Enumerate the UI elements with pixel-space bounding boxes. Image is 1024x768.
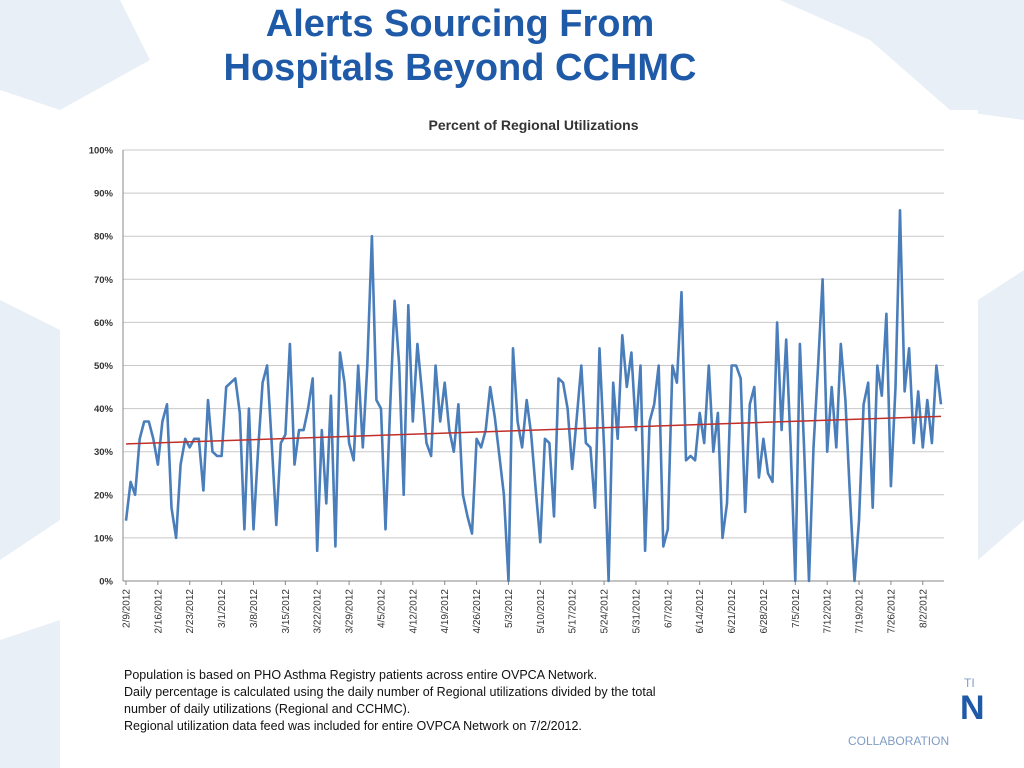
x-tick-label: 7/19/2012 xyxy=(855,589,866,634)
x-tick-label: 6/14/2012 xyxy=(695,589,706,634)
x-tick-label: 2/9/2012 xyxy=(122,589,133,628)
line-chart: Percent of Regional Utilizations 0% 10% 20%… xyxy=(89,117,944,634)
x-tick-label: 3/29/2012 xyxy=(345,589,356,634)
x-tick-label: 2/16/2012 xyxy=(153,589,164,634)
series-line-trend xyxy=(125,415,942,445)
page-title: Alerts Sourcing From Hospitals Beyond CC… xyxy=(150,2,770,90)
y-tick-label: 50% xyxy=(94,361,114,372)
x-tick-label: 3/15/2012 xyxy=(281,589,292,634)
x-tick-label: 4/19/2012 xyxy=(440,589,451,634)
y-tick-label: 70% xyxy=(94,275,114,286)
x-tick-label: 3/8/2012 xyxy=(249,589,260,628)
background-star-shape xyxy=(0,620,60,768)
x-tick-label: 5/10/2012 xyxy=(536,589,547,634)
x-tick-label: 5/3/2012 xyxy=(504,589,515,628)
chart-notes: Population is based on PHO Asthma Regist… xyxy=(124,667,764,735)
note-line: Daily percentage is calculated using the… xyxy=(124,685,656,699)
y-tick-label: 10% xyxy=(94,533,114,544)
x-tick-label: 3/22/2012 xyxy=(313,589,324,634)
x-tick-label: 4/5/2012 xyxy=(376,589,387,628)
y-tick-label: 90% xyxy=(94,189,114,200)
y-tick-label: 30% xyxy=(94,447,114,458)
x-tick-label: 5/17/2012 xyxy=(568,589,579,634)
chart-title: Percent of Regional Utilizations xyxy=(428,117,638,133)
x-tick-label: 6/28/2012 xyxy=(759,589,770,634)
y-tick-label: 100% xyxy=(89,146,114,157)
background-star-shape xyxy=(0,0,150,110)
x-tick-label: 3/1/2012 xyxy=(217,589,228,628)
x-tick-label: 2/23/2012 xyxy=(185,589,196,634)
title-line-2: Hospitals Beyond CCHMC xyxy=(223,47,697,89)
x-tick-label: 6/7/2012 xyxy=(663,589,674,628)
logo-fragment-top: TI xyxy=(964,676,975,690)
x-tick-label: 5/31/2012 xyxy=(631,589,642,634)
x-tick-label: 6/21/2012 xyxy=(727,589,738,634)
series-line-daily-percent xyxy=(124,209,943,583)
x-tick-label: 4/12/2012 xyxy=(408,589,419,634)
background-star-shape xyxy=(0,300,60,560)
logo-fragment-bottom: COLLABORATION xyxy=(848,734,950,748)
y-tick-label: 60% xyxy=(94,318,114,329)
x-tick-label: 4/26/2012 xyxy=(472,589,483,634)
x-tick-label: 7/5/2012 xyxy=(791,589,802,628)
y-tick-label: 20% xyxy=(94,490,114,501)
y-tick-label: 80% xyxy=(94,232,114,243)
x-tick-label: 5/24/2012 xyxy=(600,589,611,634)
logo-fragment-letter: N xyxy=(960,689,985,727)
x-tick-label: 8/2/2012 xyxy=(918,589,929,628)
background-star-shape xyxy=(780,0,1024,120)
x-tick-label: 7/12/2012 xyxy=(823,589,834,634)
note-line: Regional utilization data feed was inclu… xyxy=(124,719,582,733)
title-line-1: Alerts Sourcing From xyxy=(265,3,655,45)
note-line: Population is based on PHO Asthma Regist… xyxy=(124,668,598,682)
background-star-shape xyxy=(978,270,1024,560)
chart-panel: Percent of Regional Utilizations 0% 10% 20%… xyxy=(60,110,978,768)
y-tick-label: 40% xyxy=(94,404,114,415)
x-tick-label: 7/26/2012 xyxy=(886,589,897,634)
y-tick-label: 0% xyxy=(99,577,113,588)
note-line: number of daily utilizations (Regional a… xyxy=(124,702,411,716)
